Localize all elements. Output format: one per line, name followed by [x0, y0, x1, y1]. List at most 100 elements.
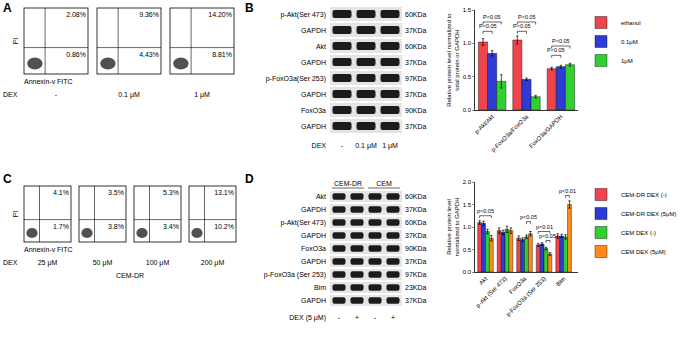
- svg-text:5.3%: 5.3%: [163, 189, 179, 196]
- svg-text:p<0.01: p<0.01: [536, 224, 553, 230]
- svg-text:P<0.05: P<0.05: [513, 23, 531, 29]
- svg-text:3.4%: 3.4%: [163, 223, 179, 230]
- svg-text:50 μM: 50 μM: [93, 259, 113, 267]
- svg-text:-: -: [338, 314, 341, 321]
- svg-text:p-Akt (Ser 473): p-Akt (Ser 473): [475, 276, 508, 309]
- svg-text:+: +: [391, 314, 395, 321]
- svg-text:PI: PI: [12, 211, 19, 218]
- svg-text:P<0.05: P<0.05: [483, 14, 501, 20]
- svg-text:Bim: Bim: [314, 284, 326, 291]
- svg-text:p-FoxO3a (Ser 253): p-FoxO3a (Ser 253): [264, 271, 326, 279]
- svg-text:97KDa: 97KDa: [405, 271, 427, 278]
- svg-text:PI: PI: [12, 38, 19, 45]
- svg-text:Akt: Akt: [316, 43, 326, 50]
- svg-text:1.5: 1.5: [463, 202, 472, 208]
- svg-text:37KDa: 37KDa: [405, 123, 427, 130]
- svg-text:3.5%: 3.5%: [108, 189, 124, 196]
- svg-text:0.1 μM: 0.1 μM: [355, 142, 377, 150]
- svg-text:10.2%: 10.2%: [214, 223, 234, 230]
- svg-text:P<0.05: P<0.05: [552, 38, 570, 44]
- svg-text:-: -: [55, 91, 58, 98]
- svg-text:90KDa: 90KDa: [405, 107, 427, 114]
- svg-text:0.5: 0.5: [463, 247, 472, 253]
- svg-text:0.5: 0.5: [463, 74, 472, 80]
- svg-text:p<0.01: p<0.01: [559, 188, 576, 194]
- svg-text:GAPDH: GAPDH: [301, 59, 326, 66]
- svg-text:P<0.05: P<0.05: [547, 47, 565, 53]
- svg-text:CEM-DR: CEM-DR: [334, 180, 362, 187]
- svg-text:37KDa: 37KDa: [405, 258, 427, 265]
- svg-text:P<0.05: P<0.05: [479, 23, 497, 29]
- svg-text:0.1 μM: 0.1 μM: [118, 91, 140, 99]
- svg-text:GAPDH: GAPDH: [301, 258, 326, 265]
- svg-text:0.0: 0.0: [463, 269, 472, 275]
- svg-text:D: D: [245, 172, 254, 186]
- svg-text:CEM DEX (-): CEM DEX (-): [621, 230, 656, 236]
- svg-text:Akt: Akt: [316, 193, 326, 200]
- svg-text:0.86%: 0.86%: [66, 51, 86, 58]
- svg-text:0.1μM: 0.1μM: [621, 39, 638, 45]
- svg-text:2.08%: 2.08%: [66, 11, 86, 18]
- svg-text:CEM-DR DEX (-): CEM-DR DEX (-): [621, 192, 667, 198]
- svg-text:8.81%: 8.81%: [212, 51, 232, 58]
- svg-text:37KDa: 37KDa: [405, 27, 427, 34]
- svg-text:1μM: 1μM: [621, 58, 633, 64]
- svg-text:+: +: [355, 314, 359, 321]
- svg-text:9.36%: 9.36%: [139, 11, 159, 18]
- svg-text:1 μM: 1 μM: [194, 91, 210, 99]
- svg-text:CEM-DR: CEM-DR: [116, 272, 144, 279]
- svg-text:GAPDH: GAPDH: [301, 206, 326, 213]
- svg-text:1 μM: 1 μM: [382, 142, 398, 150]
- svg-text:37KDa: 37KDa: [405, 232, 427, 239]
- svg-text:Annexin-v FITC: Annexin-v FITC: [24, 78, 73, 85]
- svg-text:23KDa: 23KDa: [405, 284, 427, 291]
- svg-text:FoxO3a: FoxO3a: [508, 275, 528, 295]
- svg-text:p<0.05: p<0.05: [520, 214, 537, 220]
- svg-text:GAPDH: GAPDH: [301, 27, 326, 34]
- svg-text:DEX: DEX: [3, 91, 18, 98]
- svg-text:p-Akt(Ser 473): p-Akt(Ser 473): [280, 219, 326, 227]
- svg-text:Relative protein levelnormaliz: Relative protein levelnormalized to GAPD…: [446, 197, 460, 256]
- svg-text:60KDa: 60KDa: [405, 193, 427, 200]
- svg-text:97KDa: 97KDa: [405, 75, 427, 82]
- svg-text:-: -: [341, 142, 344, 149]
- svg-text:p<0.05: p<0.05: [477, 208, 494, 214]
- svg-text:37KDa: 37KDa: [405, 91, 427, 98]
- svg-text:p-Akt/Akt: p-Akt/Akt: [474, 113, 496, 135]
- svg-text:Bim: Bim: [555, 276, 567, 288]
- svg-text:FoxO3a: FoxO3a: [301, 245, 326, 252]
- svg-text:p-FoxO3a(Ser 253): p-FoxO3a(Ser 253): [266, 75, 326, 83]
- svg-text:2.0: 2.0: [463, 179, 472, 185]
- svg-text:Akt: Akt: [478, 275, 489, 286]
- svg-text:14.20%: 14.20%: [208, 11, 232, 18]
- svg-text:4.43%: 4.43%: [139, 51, 159, 58]
- svg-text:4.1%: 4.1%: [53, 189, 69, 196]
- svg-text:GAPDH: GAPDH: [301, 232, 326, 239]
- svg-text:DEX: DEX: [3, 259, 18, 266]
- svg-text:p-FoxO3a/FoxO3a: p-FoxO3a/FoxO3a: [490, 113, 530, 153]
- svg-text:CEM DEX (5μM): CEM DEX (5μM): [621, 249, 666, 255]
- svg-text:p<0.05: p<0.05: [539, 233, 556, 239]
- svg-text:CEM-DR DEX (5μM): CEM-DR DEX (5μM): [621, 211, 676, 217]
- svg-text:1.0: 1.0: [463, 224, 472, 230]
- svg-text:Relative protein level normali: Relative protein level normalized totota…: [446, 13, 460, 107]
- svg-text:60KDa: 60KDa: [405, 11, 427, 18]
- svg-text:200 μM: 200 μM: [201, 259, 225, 267]
- svg-text:1.5: 1.5: [463, 7, 472, 13]
- svg-text:0.0: 0.0: [463, 107, 472, 113]
- svg-text:GAPDH: GAPDH: [301, 91, 326, 98]
- svg-text:DEX: DEX: [312, 142, 327, 149]
- svg-text:1.7%: 1.7%: [53, 223, 69, 230]
- svg-text:60KDa: 60KDa: [405, 219, 427, 226]
- svg-text:CEM: CEM: [376, 180, 392, 187]
- svg-text:37KDa: 37KDa: [405, 206, 427, 213]
- svg-text:GAPDH: GAPDH: [301, 297, 326, 304]
- svg-text:-: -: [374, 314, 377, 321]
- svg-text:90KDa: 90KDa: [405, 245, 427, 252]
- svg-text:p-Akt(Ser 473): p-Akt(Ser 473): [280, 11, 326, 19]
- svg-text:P<0.05: P<0.05: [518, 14, 536, 20]
- svg-text:37KDa: 37KDa: [405, 297, 427, 304]
- svg-text:p-FoxO3a (Ser 253): p-FoxO3a (Ser 253): [505, 276, 547, 318]
- svg-text:25 μM: 25 μM: [38, 259, 58, 267]
- svg-text:DEX (5 μM): DEX (5 μM): [289, 314, 326, 322]
